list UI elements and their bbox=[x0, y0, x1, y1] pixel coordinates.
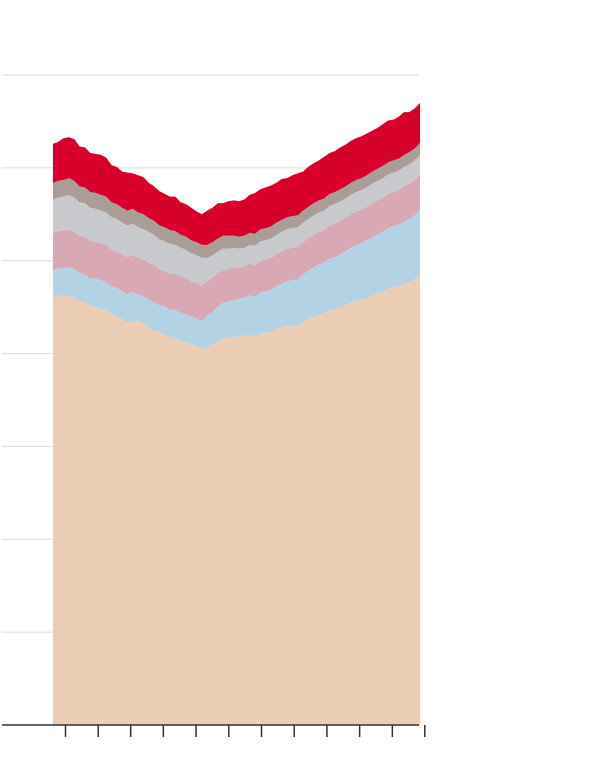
area-series-6 bbox=[53, 102, 420, 245]
area-series-2 bbox=[53, 209, 420, 349]
area-series bbox=[53, 102, 420, 725]
area-series-5 bbox=[53, 142, 420, 258]
area-series-1 bbox=[53, 274, 420, 725]
area-series-3 bbox=[53, 174, 420, 322]
x-axis bbox=[2, 724, 426, 737]
area-series-4 bbox=[53, 154, 420, 286]
